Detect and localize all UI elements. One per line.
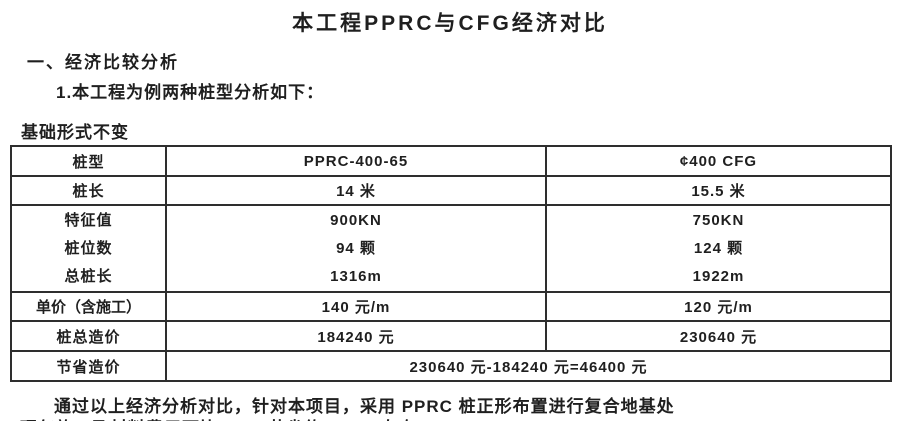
page-title: 本工程PPRC与CFG经济对比 xyxy=(292,12,608,35)
table-row: 桩长 14 米 15.5 米 xyxy=(10,175,892,206)
cell-savings-calculation: 230640 元-184240 元=46400 元 xyxy=(165,350,892,382)
cell-pprc-characteristic-value: 900KN xyxy=(330,211,382,229)
cell-pprc-pile-type: PPRC-400-65 xyxy=(165,145,547,177)
row-label-total-pile-length: 总桩长 xyxy=(64,268,113,286)
table-row: 特征值 桩位数 总桩长 900KN 94 颗 1316m 750KN 1 xyxy=(10,204,892,293)
row-label-pile-count: 桩位数 xyxy=(64,239,113,257)
cell-cfg-group: 750KN 124 颗 1922m xyxy=(545,204,892,293)
cell-cfg-pile-type: ¢400 CFG xyxy=(545,145,892,177)
cell-pprc-total-cost: 184240 元 xyxy=(165,320,547,352)
sub-heading: 1.本工程为例两种桩型分析如下： xyxy=(56,83,325,102)
cell-pprc-pile-count: 94 颗 xyxy=(336,239,376,257)
conclusion-line-1: 通过以上经济分析对比，针对本项目，采用 PPRC 桩正形布置进行复合地基处 xyxy=(54,397,675,416)
row-label-pile-length: 桩长 xyxy=(10,175,167,206)
row-label-pile-type: 桩型 xyxy=(10,145,167,177)
table-row: 桩型 PPRC-400-65 ¢400 CFG xyxy=(10,145,892,177)
table-row: 节省造价 230640 元-184240 元=46400 元 xyxy=(10,350,892,382)
cell-cfg-unit-price: 120 元/m xyxy=(545,291,892,322)
row-label-savings: 节省造价 xyxy=(10,350,167,382)
row-label-characteristic-value: 特征值 xyxy=(64,211,113,229)
section-heading: 一、经济比较分析 xyxy=(27,53,179,72)
row-label-unit-price: 单价（含施工） xyxy=(10,291,167,322)
cell-cfg-pile-length: 15.5 米 xyxy=(545,175,892,206)
comparison-table: 桩型 PPRC-400-65 ¢400 CFG 桩长 14 米 15.5 米 特… xyxy=(10,145,892,382)
row-labels-group: 特征值 桩位数 总桩长 xyxy=(10,204,167,293)
table-caption: 基础形式不变 xyxy=(21,123,129,142)
cell-pprc-group: 900KN 94 颗 1316m xyxy=(165,204,547,293)
cell-pprc-unit-price: 140 元/m xyxy=(165,291,547,322)
cell-cfg-characteristic-value: 750KN xyxy=(692,211,745,229)
conclusion-paragraph: 通过以上经济分析对比，针对本项目，采用 PPRC 桩正形布置进行复合地基处 理仅… xyxy=(20,396,880,421)
cell-pprc-total-pile-length: 1316m xyxy=(330,268,382,286)
conclusion-line-2: 理仅施工及材料费用可比 CFG 节省约 20.0%左右。 xyxy=(20,418,880,421)
table-row: 桩总造价 184240 元 230640 元 xyxy=(10,320,892,352)
cell-cfg-total-cost: 230640 元 xyxy=(545,320,892,352)
cell-cfg-total-pile-length: 1922m xyxy=(692,268,745,286)
cell-pprc-pile-length: 14 米 xyxy=(165,175,547,206)
cell-cfg-pile-count: 124 颗 xyxy=(693,239,744,257)
row-label-total-cost: 桩总造价 xyxy=(10,320,167,352)
table-row: 单价（含施工） 140 元/m 120 元/m xyxy=(10,291,892,322)
